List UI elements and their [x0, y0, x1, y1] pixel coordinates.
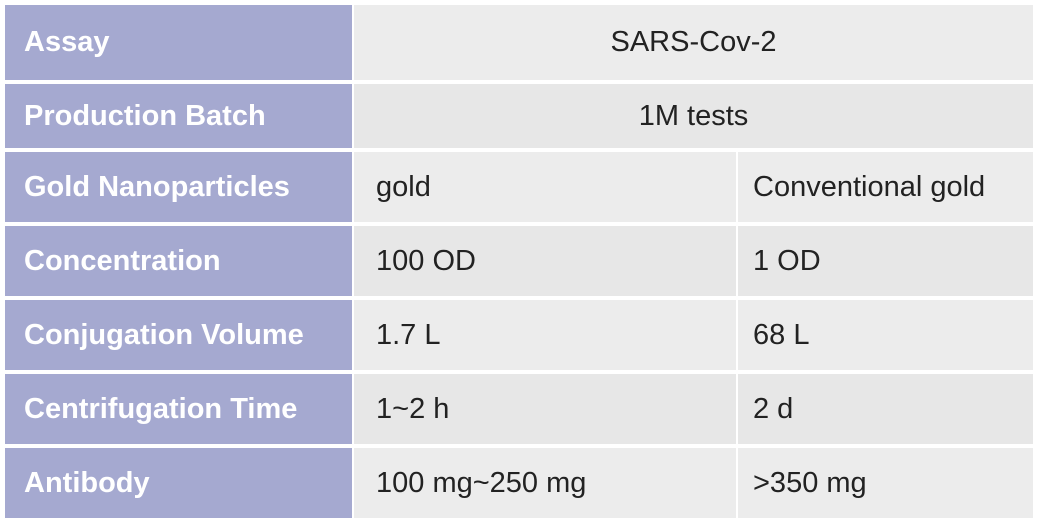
- row-header: Antibody: [5, 448, 352, 518]
- cell: SARS-Cov-2: [354, 5, 1033, 80]
- cell: 2 d: [738, 374, 1033, 444]
- cell: 100 mg~250 mg: [354, 448, 736, 518]
- cell: 1 OD: [738, 226, 1033, 296]
- row-header: Production Batch: [5, 84, 352, 148]
- row-header: Conjugation Volume: [5, 300, 352, 370]
- cell: 1M tests: [354, 84, 1033, 148]
- row-header: Gold Nanoparticles: [5, 152, 352, 222]
- cell: 1~2 h: [354, 374, 736, 444]
- row-header: Concentration: [5, 226, 352, 296]
- cell: 1.7 L: [354, 300, 736, 370]
- cell: Conventional gold: [738, 152, 1033, 222]
- cell: 68 L: [738, 300, 1033, 370]
- row-header: Centrifugation Time: [5, 374, 352, 444]
- cell: >350 mg: [738, 448, 1033, 518]
- row-header: Assay: [5, 5, 352, 80]
- cell: gold: [354, 152, 736, 222]
- cell: 100 OD: [354, 226, 736, 296]
